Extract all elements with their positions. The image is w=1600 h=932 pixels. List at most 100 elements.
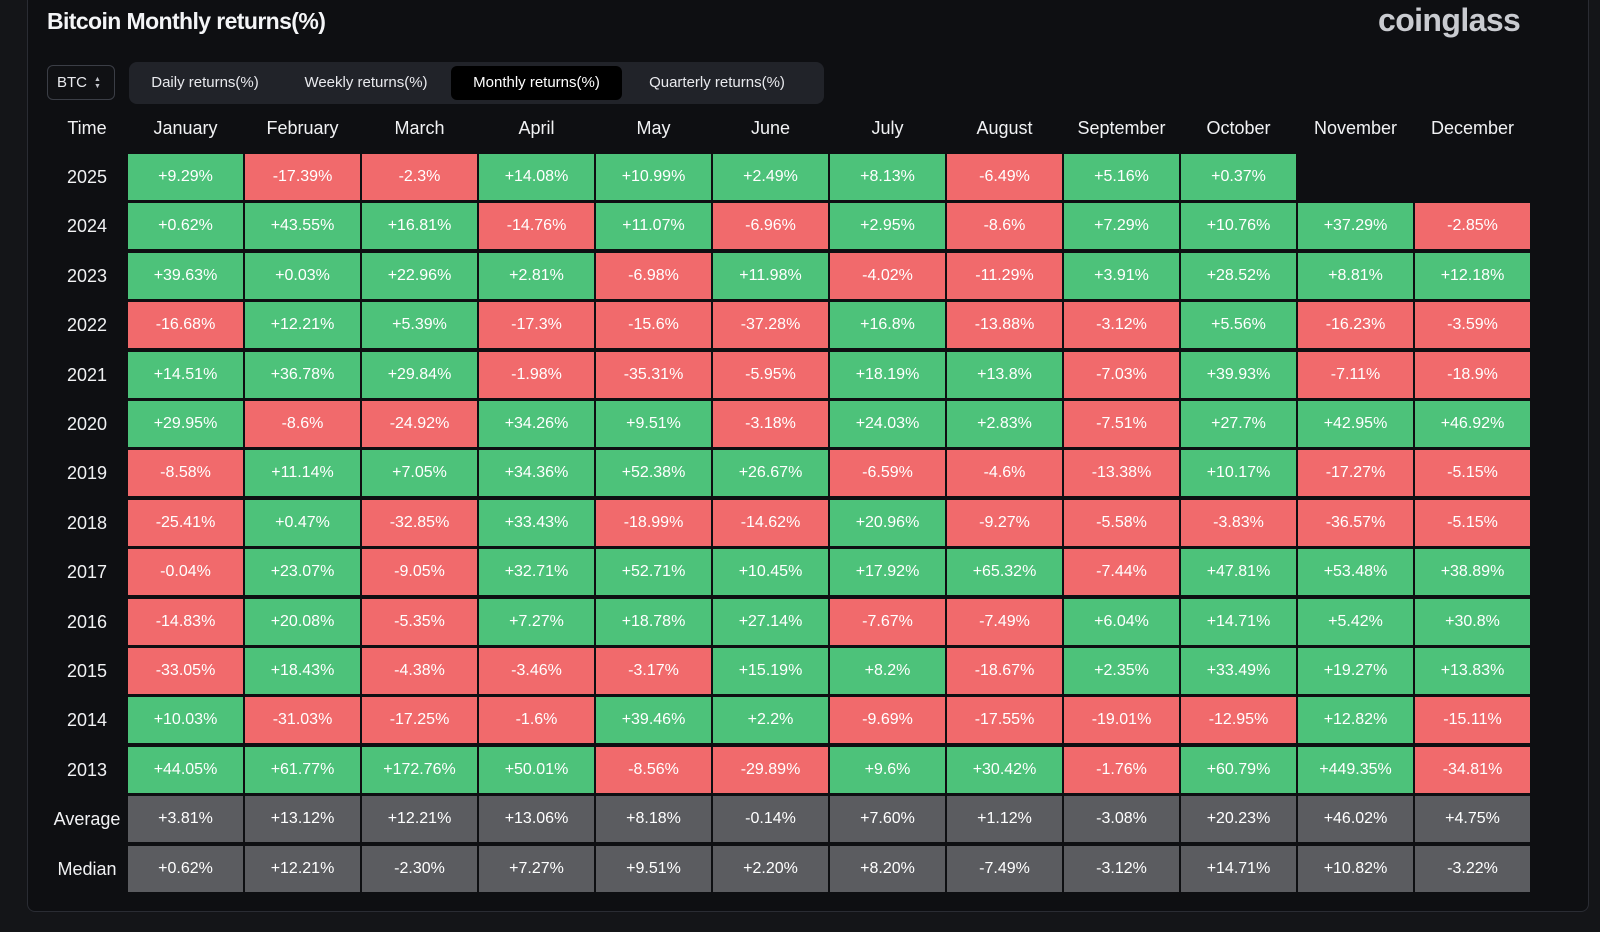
summary-cell: -0.14% xyxy=(713,796,828,842)
return-cell: -5.15% xyxy=(1415,500,1530,546)
return-cell: +11.07% xyxy=(596,203,711,249)
tab-weekly-returns[interactable]: Weekly returns(%) xyxy=(304,74,428,91)
column-header-august: August xyxy=(976,118,1033,138)
return-cell: -34.81% xyxy=(1415,747,1530,793)
return-cell: +5.39% xyxy=(362,302,477,348)
return-cell: -17.25% xyxy=(362,697,477,743)
return-cell: +30.8% xyxy=(1415,599,1530,645)
return-cell: +36.78% xyxy=(245,352,360,398)
row-label-2013: 2013 xyxy=(66,760,108,780)
return-cell: +26.67% xyxy=(713,450,828,496)
return-cell: +2.83% xyxy=(947,401,1062,447)
return-cell: +29.95% xyxy=(128,401,243,447)
return-cell: +11.14% xyxy=(245,450,360,496)
return-cell: +10.99% xyxy=(596,154,711,200)
return-cell: -7.03% xyxy=(1064,352,1179,398)
return-cell: +7.29% xyxy=(1064,203,1179,249)
chevron-up-down-icon: ▲ ▼ xyxy=(94,75,101,90)
returns-period-tabs: Daily returns(%) Weekly returns(%) Month… xyxy=(129,62,824,104)
return-cell: +8.13% xyxy=(830,154,945,200)
return-cell: -1.6% xyxy=(479,697,594,743)
return-cell: -14.62% xyxy=(713,500,828,546)
return-cell: +10.76% xyxy=(1181,203,1296,249)
row-label-2021: 2021 xyxy=(66,365,108,385)
return-cell: -3.83% xyxy=(1181,500,1296,546)
return-cell: -18.99% xyxy=(596,500,711,546)
return-cell: -13.38% xyxy=(1064,450,1179,496)
asset-selector[interactable]: BTC ▲ ▼ xyxy=(47,65,115,100)
return-cell: -29.89% xyxy=(713,747,828,793)
tab-quarterly-returns[interactable]: Quarterly returns(%) xyxy=(649,74,785,91)
row-label-2014: 2014 xyxy=(66,710,108,730)
row-label-2023: 2023 xyxy=(66,266,108,286)
tab-daily-returns[interactable]: Daily returns(%) xyxy=(151,74,259,91)
summary-cell: +7.27% xyxy=(479,846,594,892)
return-cell: +16.81% xyxy=(362,203,477,249)
return-cell: +7.05% xyxy=(362,450,477,496)
column-header-march: March xyxy=(394,118,445,138)
return-cell: -17.55% xyxy=(947,697,1062,743)
return-cell: +32.71% xyxy=(479,549,594,595)
return-cell: +53.48% xyxy=(1298,549,1413,595)
column-header-november: November xyxy=(1313,118,1398,138)
return-cell: +2.2% xyxy=(713,697,828,743)
return-cell: +52.38% xyxy=(596,450,711,496)
return-cell: -7.67% xyxy=(830,599,945,645)
row-label-average: Average xyxy=(53,809,121,829)
summary-cell: +12.21% xyxy=(245,846,360,892)
return-cell: -16.68% xyxy=(128,302,243,348)
return-cell: +60.79% xyxy=(1181,747,1296,793)
return-cell: -24.92% xyxy=(362,401,477,447)
return-cell: +9.6% xyxy=(830,747,945,793)
return-cell: +20.08% xyxy=(245,599,360,645)
return-cell: +34.36% xyxy=(479,450,594,496)
row-label-2020: 2020 xyxy=(66,414,108,434)
return-cell: +0.37% xyxy=(1181,154,1296,200)
return-cell: -12.95% xyxy=(1181,697,1296,743)
column-header-october: October xyxy=(1206,118,1271,138)
return-cell: -1.98% xyxy=(479,352,594,398)
column-header-january: January xyxy=(153,118,218,138)
summary-cell: +0.62% xyxy=(128,846,243,892)
row-label-2025: 2025 xyxy=(66,167,108,187)
return-cell: -4.38% xyxy=(362,648,477,694)
summary-cell: +20.23% xyxy=(1181,796,1296,842)
return-cell: +449.35% xyxy=(1298,747,1413,793)
return-cell: +2.81% xyxy=(479,253,594,299)
return-cell: -33.05% xyxy=(128,648,243,694)
row-label-2024: 2024 xyxy=(66,216,108,236)
return-cell: +5.42% xyxy=(1298,599,1413,645)
row-label-median: Median xyxy=(57,859,117,879)
return-cell: +12.82% xyxy=(1298,697,1413,743)
return-cell: +18.19% xyxy=(830,352,945,398)
return-cell: -13.88% xyxy=(947,302,1062,348)
return-cell: -8.58% xyxy=(128,450,243,496)
column-header-july: July xyxy=(871,118,904,138)
return-cell: +28.52% xyxy=(1181,253,1296,299)
return-cell: -17.3% xyxy=(479,302,594,348)
return-cell: -5.95% xyxy=(713,352,828,398)
summary-cell: -7.49% xyxy=(947,846,1062,892)
summary-cell: -3.22% xyxy=(1415,846,1530,892)
return-cell: +6.04% xyxy=(1064,599,1179,645)
return-cell: +34.26% xyxy=(479,401,594,447)
return-cell: +61.77% xyxy=(245,747,360,793)
return-cell: +30.42% xyxy=(947,747,1062,793)
column-header-december: December xyxy=(1430,118,1515,138)
tab-monthly-returns[interactable]: Monthly returns(%) xyxy=(451,66,622,100)
return-cell: +65.32% xyxy=(947,549,1062,595)
return-cell: -3.46% xyxy=(479,648,594,694)
return-cell: +33.43% xyxy=(479,500,594,546)
summary-cell: +1.12% xyxy=(947,796,1062,842)
return-cell: -7.49% xyxy=(947,599,1062,645)
return-cell: +38.89% xyxy=(1415,549,1530,595)
asset-selector-value: BTC xyxy=(57,74,87,91)
summary-cell: -2.30% xyxy=(362,846,477,892)
return-cell: +39.93% xyxy=(1181,352,1296,398)
row-label-2016: 2016 xyxy=(66,612,108,632)
return-cell: +19.27% xyxy=(1298,648,1413,694)
return-cell: -6.98% xyxy=(596,253,711,299)
return-cell: +13.83% xyxy=(1415,648,1530,694)
return-cell: +52.71% xyxy=(596,549,711,595)
return-cell: +3.91% xyxy=(1064,253,1179,299)
